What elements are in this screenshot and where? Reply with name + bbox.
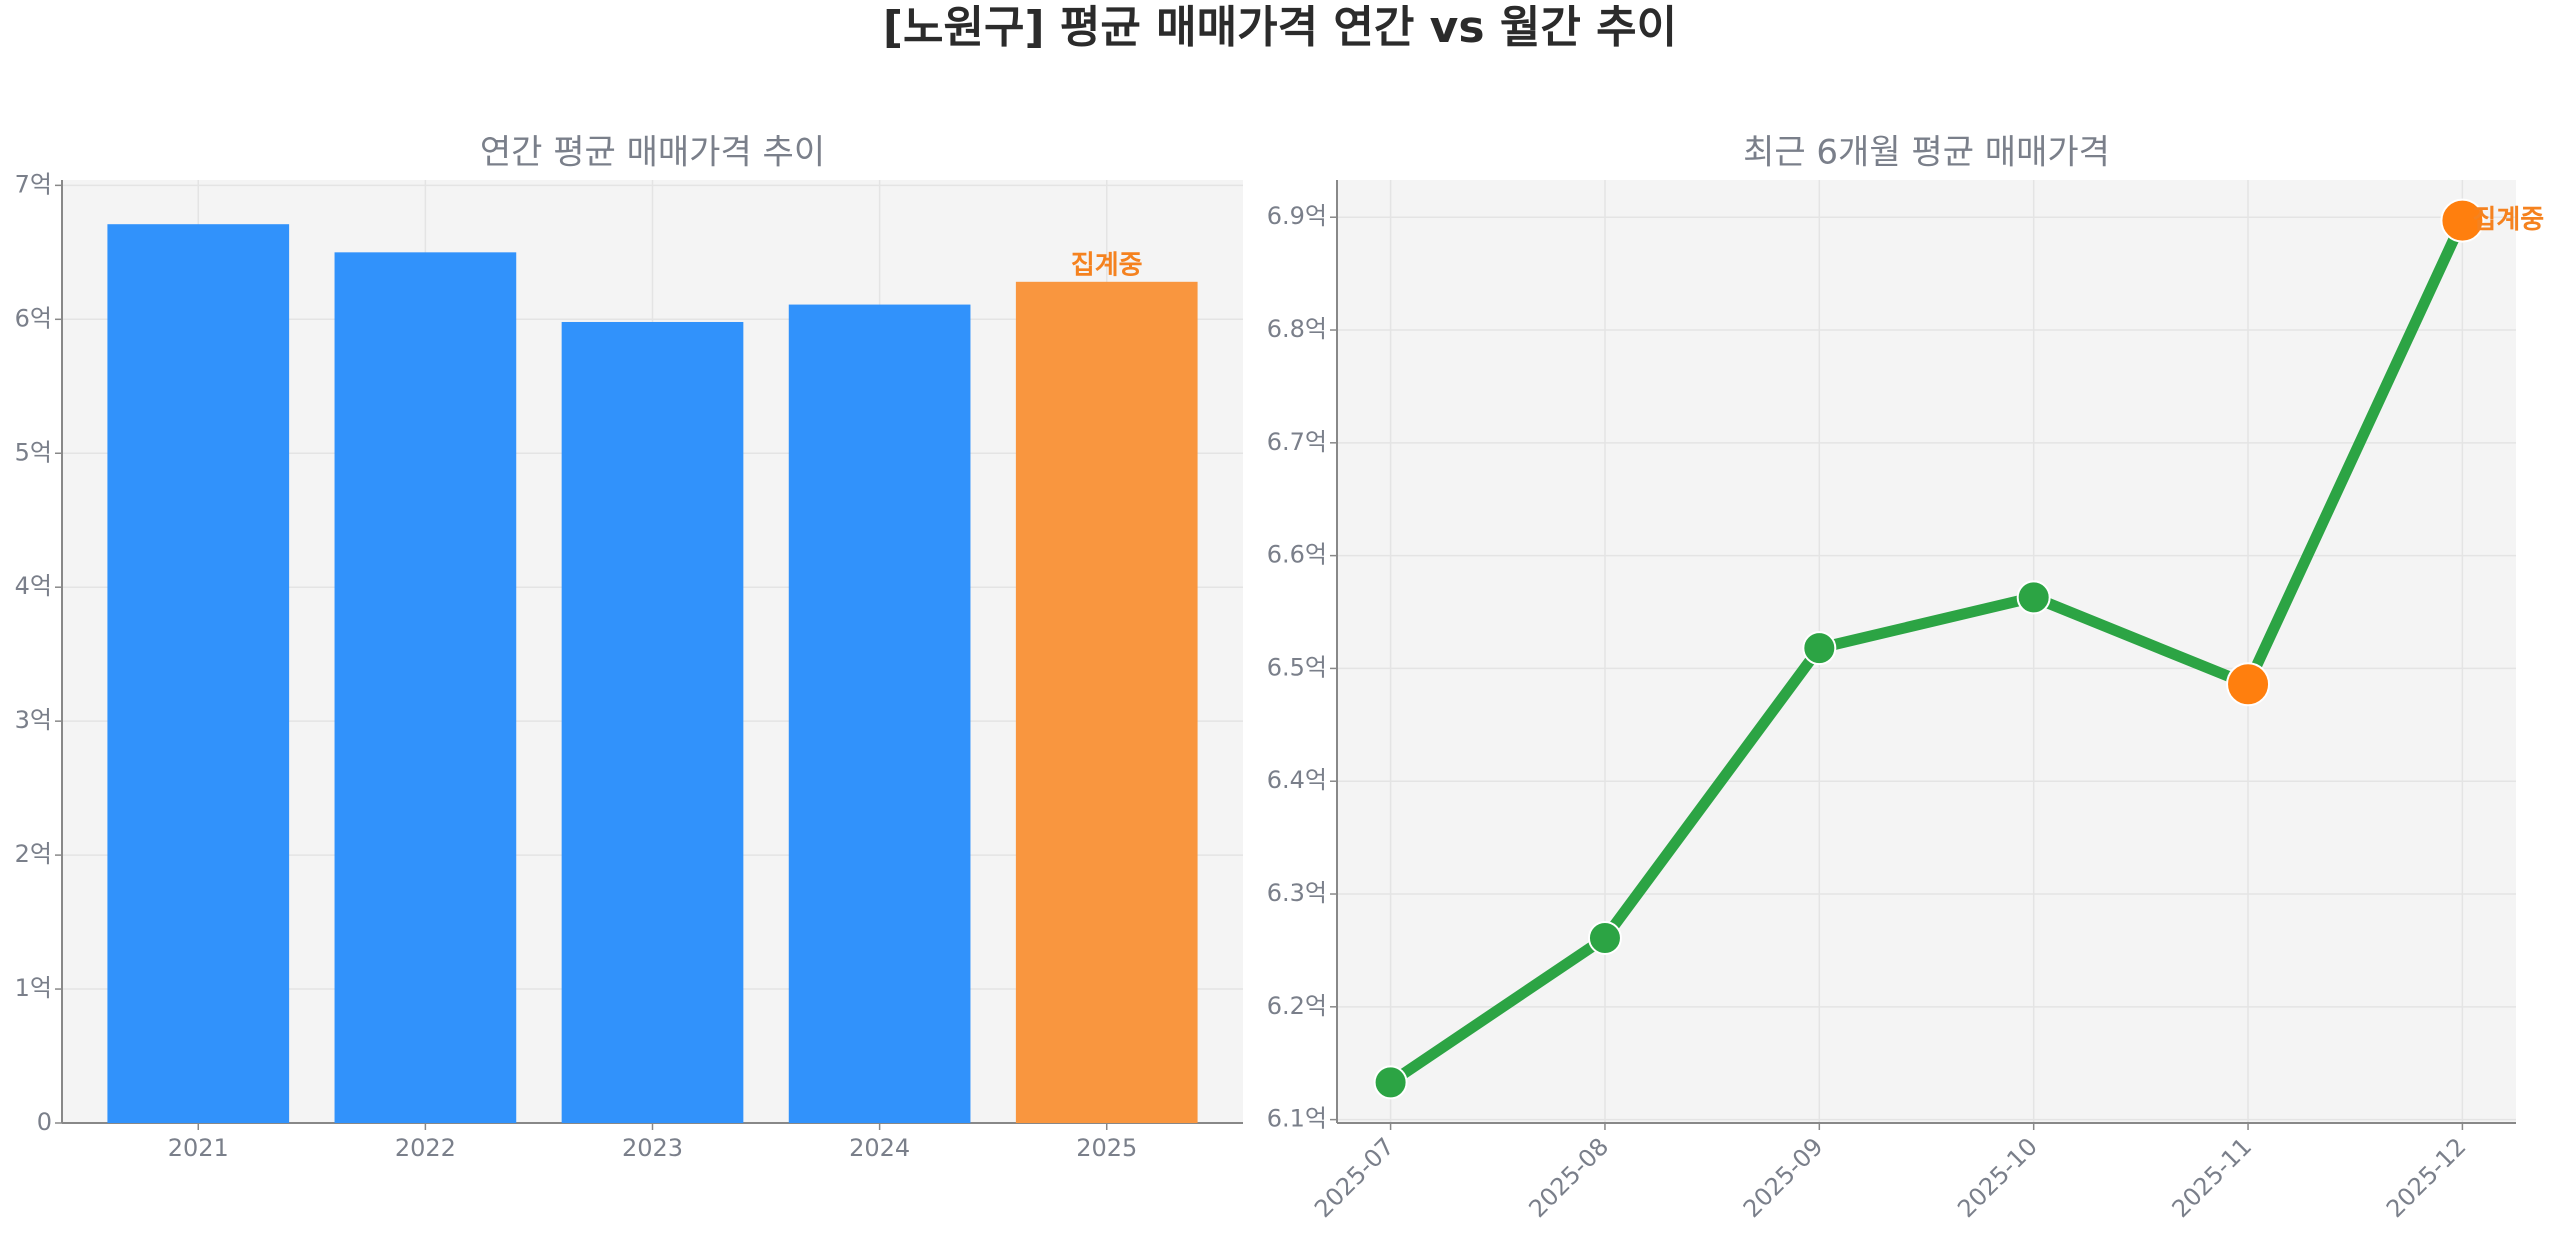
y-tick-label: 5억 bbox=[15, 438, 52, 466]
marker bbox=[1373, 1065, 1408, 1100]
x-tick-label: 2025 bbox=[1076, 1134, 1137, 1162]
marker bbox=[2440, 198, 2485, 243]
y-tick-label: 6.8억 bbox=[1267, 315, 1327, 343]
line bbox=[1387, 218, 2468, 1087]
y-tick-label: 6.5억 bbox=[1267, 653, 1327, 681]
x-tick-label: 2022 bbox=[395, 1134, 456, 1162]
y-tick-label: 7억 bbox=[15, 170, 52, 198]
figure-title: [노원구] 평균 매매가격 연간 vs 월간 추이 bbox=[883, 2, 1677, 53]
x-tick-label: 2025-11 bbox=[2167, 1132, 2258, 1223]
x-tick-label: 2021 bbox=[168, 1134, 229, 1162]
bar bbox=[107, 224, 290, 1123]
marker bbox=[2226, 662, 2271, 707]
y-tick-label: 2억 bbox=[15, 840, 52, 868]
y-tick-label: 6.3억 bbox=[1267, 879, 1327, 907]
x-tick-label: 2025-10 bbox=[1952, 1132, 2043, 1223]
y-tick-label: 4억 bbox=[15, 572, 52, 600]
y-tick-label: 6억 bbox=[15, 304, 52, 332]
y-tick-label: 6.1억 bbox=[1267, 1105, 1327, 1133]
y-tick-label: 0 bbox=[37, 1108, 52, 1136]
subplot-title: 최근 6개월 평균 매매가격 bbox=[1743, 133, 2110, 173]
subplot-title: 연간 평균 매매가격 추이 bbox=[480, 133, 825, 173]
x-tick-label: 2025-08 bbox=[1523, 1132, 1614, 1223]
x-tick-label: 2023 bbox=[622, 1134, 683, 1162]
annotation: 집계중 bbox=[1071, 250, 1143, 280]
bar bbox=[334, 252, 517, 1123]
y-tick-label: 6.9억 bbox=[1267, 202, 1327, 230]
marker bbox=[1587, 921, 1622, 956]
annotation: 집계중 bbox=[2472, 205, 2544, 235]
y-tick-label: 1억 bbox=[15, 974, 52, 1002]
y-tick-label: 6.6억 bbox=[1267, 541, 1327, 569]
marker bbox=[2016, 580, 2051, 615]
x-tick-label: 2025-09 bbox=[1738, 1132, 1829, 1223]
y-tick-label: 3억 bbox=[15, 706, 52, 734]
y-tick-label: 6.7억 bbox=[1267, 428, 1327, 456]
marker bbox=[1802, 631, 1837, 666]
bar bbox=[1015, 281, 1198, 1123]
x-tick-label: 2024 bbox=[849, 1134, 910, 1162]
x-tick-label: 2025-07 bbox=[1309, 1132, 1400, 1223]
bar bbox=[561, 321, 744, 1123]
plot-area bbox=[1337, 180, 2516, 1123]
y-tick-label: 6.4억 bbox=[1267, 766, 1327, 794]
y-tick-label: 6.2억 bbox=[1267, 992, 1327, 1020]
bar bbox=[788, 304, 971, 1123]
x-tick-label: 2025-12 bbox=[2381, 1132, 2472, 1223]
